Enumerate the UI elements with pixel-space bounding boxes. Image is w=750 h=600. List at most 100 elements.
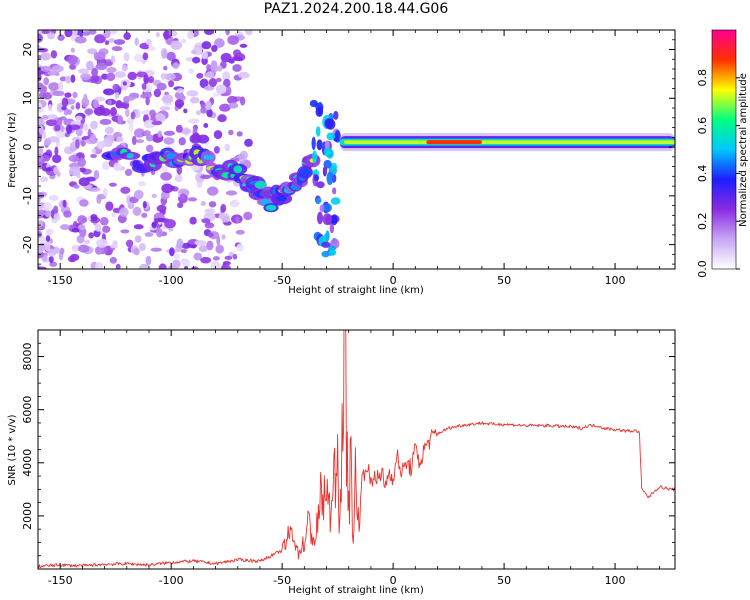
noise-speckle (47, 248, 57, 257)
noise-speckle (125, 108, 130, 118)
noise-speckle (180, 248, 188, 254)
noise-speckle (148, 75, 155, 84)
burst-blob (316, 181, 325, 189)
snr-x-tick-label: 50 (497, 574, 511, 587)
noise-speckle (39, 65, 52, 72)
burst-blob (332, 187, 337, 195)
noise-speckle (200, 256, 212, 264)
noise-speckle (66, 109, 72, 115)
noise-speckle (48, 82, 60, 91)
noise-speckle (163, 130, 175, 136)
noise-speckle (95, 62, 108, 71)
noise-speckle (67, 54, 78, 65)
noise-speckle (72, 91, 78, 99)
noise-speckle (189, 216, 197, 225)
snr-y-ticks: 2000 4000 6000 8000 (21, 329, 675, 557)
noise-speckle (217, 114, 227, 123)
noise-speckle (56, 171, 61, 177)
snr-y-tick-label: 6000 (21, 396, 34, 424)
noise-speckle (161, 48, 168, 59)
noise-speckle (79, 199, 89, 207)
noise-speckle (213, 146, 220, 154)
noise-speckle (47, 114, 58, 119)
noise-speckle (188, 68, 195, 74)
noise-speckle (104, 61, 113, 66)
noise-speckle (54, 124, 61, 132)
noise-speckle (54, 146, 59, 156)
noise-speckle (201, 218, 211, 224)
noise-speckle (77, 215, 87, 224)
noise-speckle (48, 255, 54, 264)
noise-speckle (169, 30, 178, 37)
noise-speckle (245, 30, 253, 36)
noise-speckle (80, 73, 91, 81)
noise-speckle (69, 166, 81, 177)
noise-speckle (47, 70, 59, 76)
noise-speckle (113, 39, 126, 45)
noise-speckle (64, 92, 72, 98)
noise-speckle (200, 107, 207, 114)
noise-speckle (221, 215, 231, 223)
noise-speckle (108, 182, 117, 187)
noise-speckle (78, 68, 90, 75)
noise-speckle (200, 174, 212, 179)
noise-speckle (65, 124, 73, 135)
snr-y-tick-label: 4000 (21, 449, 34, 477)
noise-speckle (99, 118, 112, 125)
noise-speckle (134, 37, 139, 46)
noise-speckle (42, 92, 53, 100)
spectrogram-y-tick-label: 10 (21, 91, 34, 105)
noise-speckle (103, 30, 111, 39)
burst-blob (326, 132, 336, 141)
noise-speckle (90, 153, 97, 159)
snr-x-ticks: -150 -100 -50 0 50 100 (37, 330, 660, 587)
noise-speckle (161, 183, 174, 194)
noise-speckle (122, 81, 127, 86)
noise-speckle (111, 46, 123, 52)
noise-speckle (133, 224, 144, 230)
noise-speckle (50, 50, 58, 59)
noise-speckle (186, 30, 195, 40)
noise-speckle (110, 106, 117, 117)
noise-speckle (153, 88, 162, 98)
burst-blob (315, 106, 324, 117)
noise-speckle (220, 203, 227, 213)
noise-speckle (206, 186, 219, 196)
noise-speckle (133, 53, 144, 62)
noise-speckle (64, 30, 73, 38)
burst-blob (322, 203, 332, 213)
noise-speckle (102, 187, 108, 197)
noise-speckle (134, 235, 142, 243)
noise-speckle (38, 162, 43, 170)
noise-speckle (227, 35, 240, 45)
noise-speckle (128, 122, 134, 132)
noise-speckle (144, 232, 154, 237)
noise-speckle (61, 106, 67, 111)
spectrogram-x-tick-label: 100 (605, 274, 626, 287)
spectrogram-x-tick-label: 50 (497, 274, 511, 287)
noise-speckle (114, 91, 120, 99)
noise-speckle (75, 138, 80, 149)
burst-blob (316, 139, 323, 151)
colorbar-tick-label: 0.0 (696, 260, 709, 278)
noise-speckle (78, 177, 90, 187)
noise-speckle (107, 38, 116, 43)
noise-speckle (96, 195, 102, 205)
snr-y-label: SNR (10 * v/v) (7, 414, 18, 485)
colorbar-tick-label: 0.2 (696, 212, 709, 230)
noise-speckle (175, 124, 183, 133)
spectrogram-y-tick-label: -10 (21, 187, 34, 205)
noise-speckle (104, 40, 110, 46)
noise-speckle (131, 135, 137, 146)
noise-speckle (195, 110, 202, 116)
burst-blob (330, 162, 338, 171)
noise-speckle (150, 247, 163, 252)
noise-speckle (51, 154, 62, 163)
noise-speckle (172, 62, 180, 69)
burst-blob (316, 211, 324, 225)
page-title: PAZ1.2024.200.18.44.G06 (263, 1, 449, 17)
noise-speckle (87, 128, 92, 138)
noise-speckle (100, 107, 111, 117)
